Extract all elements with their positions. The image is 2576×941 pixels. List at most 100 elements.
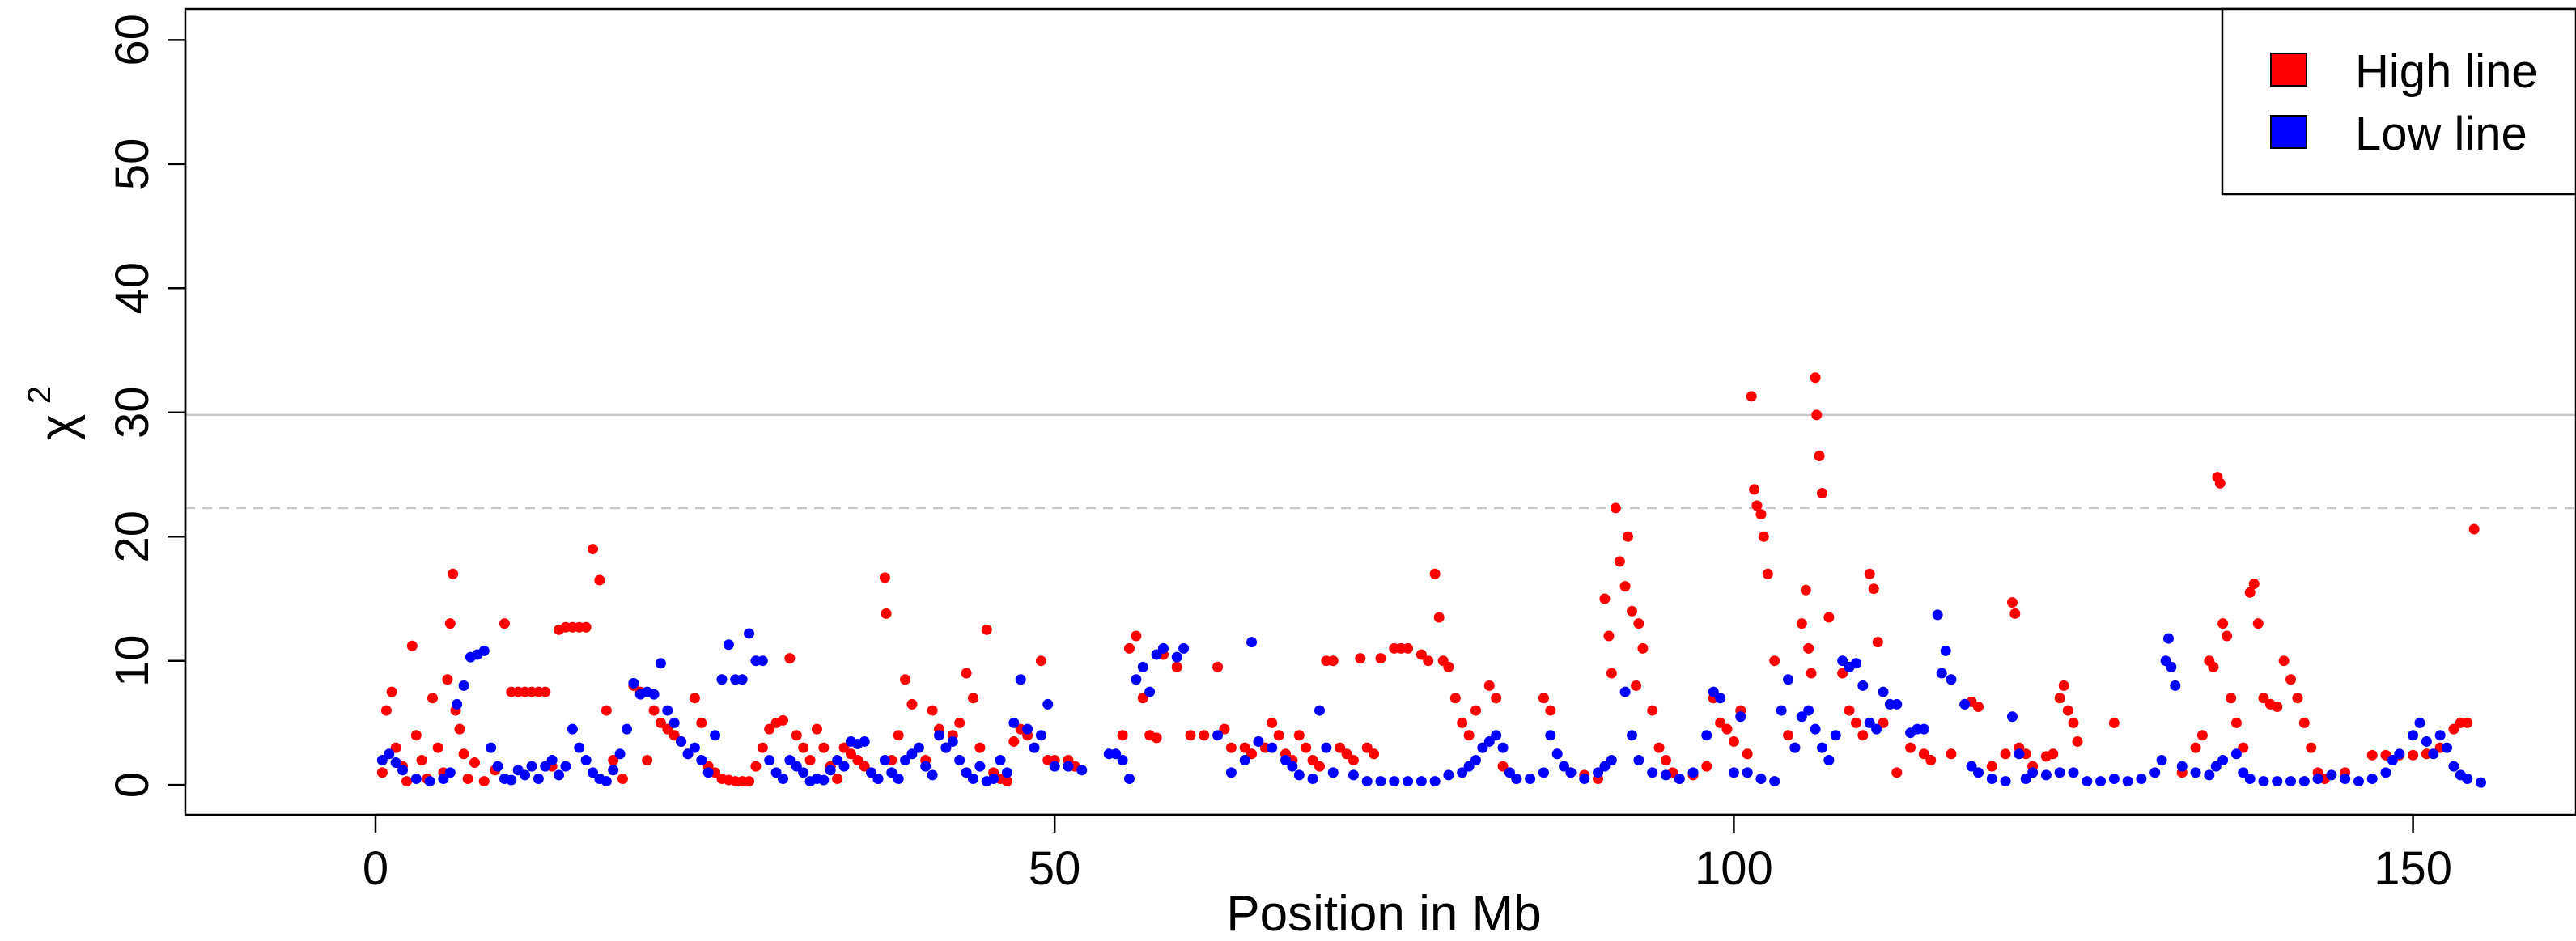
data-point bbox=[2462, 773, 2473, 784]
data-point bbox=[1538, 767, 1549, 778]
data-point bbox=[1631, 680, 1642, 691]
data-point bbox=[1538, 693, 1549, 704]
data-point bbox=[764, 754, 775, 765]
data-point bbox=[444, 618, 456, 629]
data-point bbox=[1313, 761, 1325, 772]
data-point bbox=[526, 761, 537, 772]
data-point bbox=[1239, 754, 1250, 765]
data-point bbox=[1783, 730, 1794, 741]
data-point bbox=[2000, 748, 2011, 760]
data-point bbox=[879, 754, 890, 765]
data-point bbox=[554, 769, 565, 781]
data-point bbox=[1369, 748, 1380, 760]
data-point bbox=[940, 742, 952, 753]
data-point bbox=[1614, 556, 1625, 567]
data-point bbox=[1267, 742, 1278, 753]
legend-label-low-line: Low line bbox=[2355, 108, 2527, 160]
data-point bbox=[2353, 776, 2364, 787]
data-point bbox=[1151, 649, 1162, 660]
data-point bbox=[1497, 742, 1509, 753]
data-point bbox=[628, 677, 639, 689]
data-point bbox=[560, 761, 571, 772]
data-point bbox=[2000, 776, 2011, 787]
data-point bbox=[1375, 653, 1386, 664]
data-point bbox=[893, 730, 904, 741]
data-point bbox=[967, 693, 978, 704]
data-point bbox=[1212, 661, 1224, 672]
data-point bbox=[533, 773, 544, 784]
data-point bbox=[1751, 500, 1763, 511]
data-point bbox=[1803, 642, 1814, 654]
data-point bbox=[2462, 717, 2473, 728]
data-point bbox=[662, 705, 673, 716]
data-point bbox=[900, 754, 911, 765]
data-point bbox=[580, 754, 592, 765]
data-point bbox=[1701, 761, 1712, 772]
data-point bbox=[886, 767, 898, 778]
data-point bbox=[1035, 730, 1046, 741]
y-tick-label: 50 bbox=[106, 138, 159, 191]
data-point bbox=[1429, 568, 1441, 579]
data-point bbox=[818, 742, 830, 753]
data-point bbox=[1212, 730, 1224, 741]
data-point bbox=[1151, 732, 1162, 744]
data-point bbox=[1986, 761, 1997, 772]
data-point bbox=[2210, 761, 2222, 772]
data-point bbox=[2380, 767, 2391, 778]
data-point bbox=[1287, 761, 1298, 772]
data-point bbox=[1029, 742, 1040, 753]
data-point bbox=[2156, 754, 2167, 765]
data-point bbox=[2204, 769, 2215, 781]
data-point bbox=[1966, 761, 1977, 772]
data-point bbox=[2208, 661, 2219, 672]
data-point bbox=[2122, 776, 2133, 787]
data-point bbox=[1789, 742, 1801, 753]
data-point bbox=[879, 572, 890, 583]
data-point bbox=[1403, 642, 1414, 654]
data-point bbox=[2238, 742, 2249, 753]
data-point bbox=[410, 773, 422, 784]
data-point bbox=[1715, 717, 1726, 728]
data-point bbox=[1878, 717, 1889, 728]
data-point bbox=[1137, 693, 1148, 704]
data-point bbox=[2476, 777, 2487, 788]
data-point bbox=[682, 748, 694, 760]
data-point bbox=[574, 742, 585, 753]
data-point bbox=[1076, 765, 1088, 776]
data-point bbox=[1803, 705, 1814, 716]
data-point bbox=[988, 773, 999, 784]
data-point bbox=[380, 705, 392, 716]
data-point bbox=[458, 748, 469, 760]
data-point bbox=[1959, 698, 1971, 710]
data-point bbox=[2006, 597, 2018, 608]
data-point bbox=[1986, 773, 1997, 784]
data-point bbox=[1293, 769, 1305, 781]
data-point bbox=[478, 645, 490, 656]
data-point bbox=[1403, 776, 1414, 787]
data-point bbox=[1355, 653, 1366, 664]
data-point bbox=[540, 686, 551, 697]
data-point bbox=[469, 757, 481, 769]
data-point bbox=[825, 765, 836, 776]
data-point bbox=[1810, 723, 1821, 735]
data-point bbox=[2014, 748, 2025, 760]
data-point bbox=[1117, 730, 1128, 741]
data-point bbox=[974, 742, 986, 753]
data-point bbox=[2214, 477, 2226, 489]
data-point bbox=[1415, 649, 1427, 660]
data-point bbox=[2248, 579, 2260, 590]
data-point bbox=[750, 761, 762, 772]
y-axis: 0 10 20 30 40 50 60 bbox=[106, 14, 187, 798]
data-point bbox=[376, 767, 388, 778]
data-point bbox=[927, 705, 938, 716]
data-point bbox=[594, 574, 605, 586]
data-point bbox=[2170, 680, 2181, 691]
data-point bbox=[655, 658, 666, 669]
data-point bbox=[401, 776, 413, 787]
data-point bbox=[1905, 742, 1916, 753]
y-tick-label: 30 bbox=[106, 387, 159, 439]
data-point bbox=[757, 742, 768, 753]
data-point bbox=[947, 735, 958, 747]
data-point bbox=[2068, 767, 2079, 778]
data-point bbox=[499, 618, 510, 629]
